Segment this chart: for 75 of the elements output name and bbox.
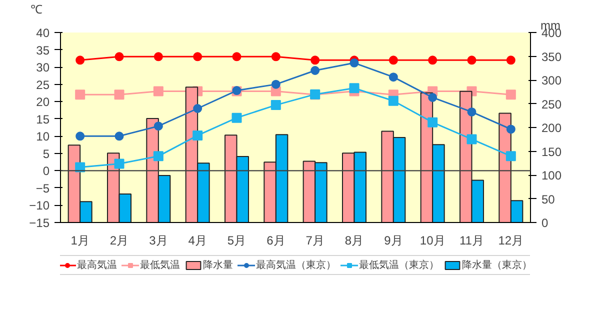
y-tick-label: 25 xyxy=(36,78,50,92)
point xyxy=(506,151,516,162)
x-tick-label: 2月 xyxy=(110,234,129,248)
y2-tick-label: 350 xyxy=(542,50,562,64)
legend-label: 最低気温 xyxy=(140,259,180,272)
point xyxy=(466,134,477,144)
x-tick-label: 3月 xyxy=(149,234,168,248)
point xyxy=(114,52,124,62)
point xyxy=(388,72,398,82)
point xyxy=(76,132,85,141)
y-tick-label: 35 xyxy=(36,43,50,58)
legend-label: 降水量（東京） xyxy=(462,258,531,272)
x-tick-label: 11月 xyxy=(460,234,484,248)
point xyxy=(153,86,164,96)
x-tick-label: 7月 xyxy=(306,234,324,248)
point xyxy=(428,92,438,102)
x-tick-label: 1月 xyxy=(70,234,90,248)
legend-label: 最低気温（東京） xyxy=(359,258,439,272)
y-tick-label: 0 xyxy=(42,164,50,178)
y-tick-label: 40 xyxy=(36,26,50,40)
point xyxy=(506,56,516,65)
point xyxy=(310,66,320,75)
point xyxy=(76,56,85,65)
point xyxy=(350,58,359,68)
point xyxy=(388,96,398,106)
point xyxy=(388,56,398,65)
y-tick-label: 15 xyxy=(36,112,50,126)
y2-tick-label: 0 xyxy=(542,216,548,230)
x-tick-label: 6月 xyxy=(266,234,286,248)
point xyxy=(75,90,86,100)
legend-label: 降水量 xyxy=(203,258,233,272)
point xyxy=(154,52,163,62)
y-tick-label: 20 xyxy=(36,95,50,110)
point xyxy=(310,56,320,65)
point xyxy=(192,130,203,140)
y-tick-label: −10 xyxy=(29,198,50,213)
x-tick-label: 8月 xyxy=(344,234,364,248)
point xyxy=(349,83,360,94)
point xyxy=(114,90,124,100)
point xyxy=(271,80,280,89)
legend-label: 最高気温 xyxy=(77,258,117,272)
y-tick-label: −5 xyxy=(36,181,50,196)
x-tick-label: 10月 xyxy=(420,234,446,248)
y2-tick-label: 250 xyxy=(542,97,562,112)
point xyxy=(270,100,281,110)
point xyxy=(114,158,124,169)
point xyxy=(232,52,242,62)
point xyxy=(506,124,516,134)
x-tick-label: 12月 xyxy=(498,234,524,248)
point xyxy=(506,90,516,100)
y-axis-title: ℃ xyxy=(30,2,42,16)
point xyxy=(154,122,163,131)
y2-tick-label: 150 xyxy=(542,144,562,159)
y-tick-label: −15 xyxy=(29,216,50,230)
y2-tick-label: 50 xyxy=(542,192,556,206)
point xyxy=(428,56,438,65)
point xyxy=(467,56,476,65)
y2-tick-label: 200 xyxy=(542,121,562,135)
y2-tick-label: 300 xyxy=(542,74,562,88)
x-tick-label: 9月 xyxy=(384,234,403,248)
point xyxy=(467,107,476,116)
point xyxy=(193,52,202,62)
point xyxy=(153,151,164,162)
x-tick-label: 4月 xyxy=(188,234,207,248)
legend-label: 最高気温（東京） xyxy=(256,258,336,272)
x-tick-label: 5月 xyxy=(227,234,246,248)
point xyxy=(232,112,242,123)
y-tick-label: 30 xyxy=(36,60,50,75)
y-tick-label: 5 xyxy=(42,146,50,161)
point xyxy=(428,117,438,128)
y-tick-label: 10 xyxy=(36,130,50,144)
point xyxy=(271,52,280,62)
point xyxy=(114,132,124,141)
y2-tick-label: 100 xyxy=(542,168,562,182)
point xyxy=(193,104,202,113)
